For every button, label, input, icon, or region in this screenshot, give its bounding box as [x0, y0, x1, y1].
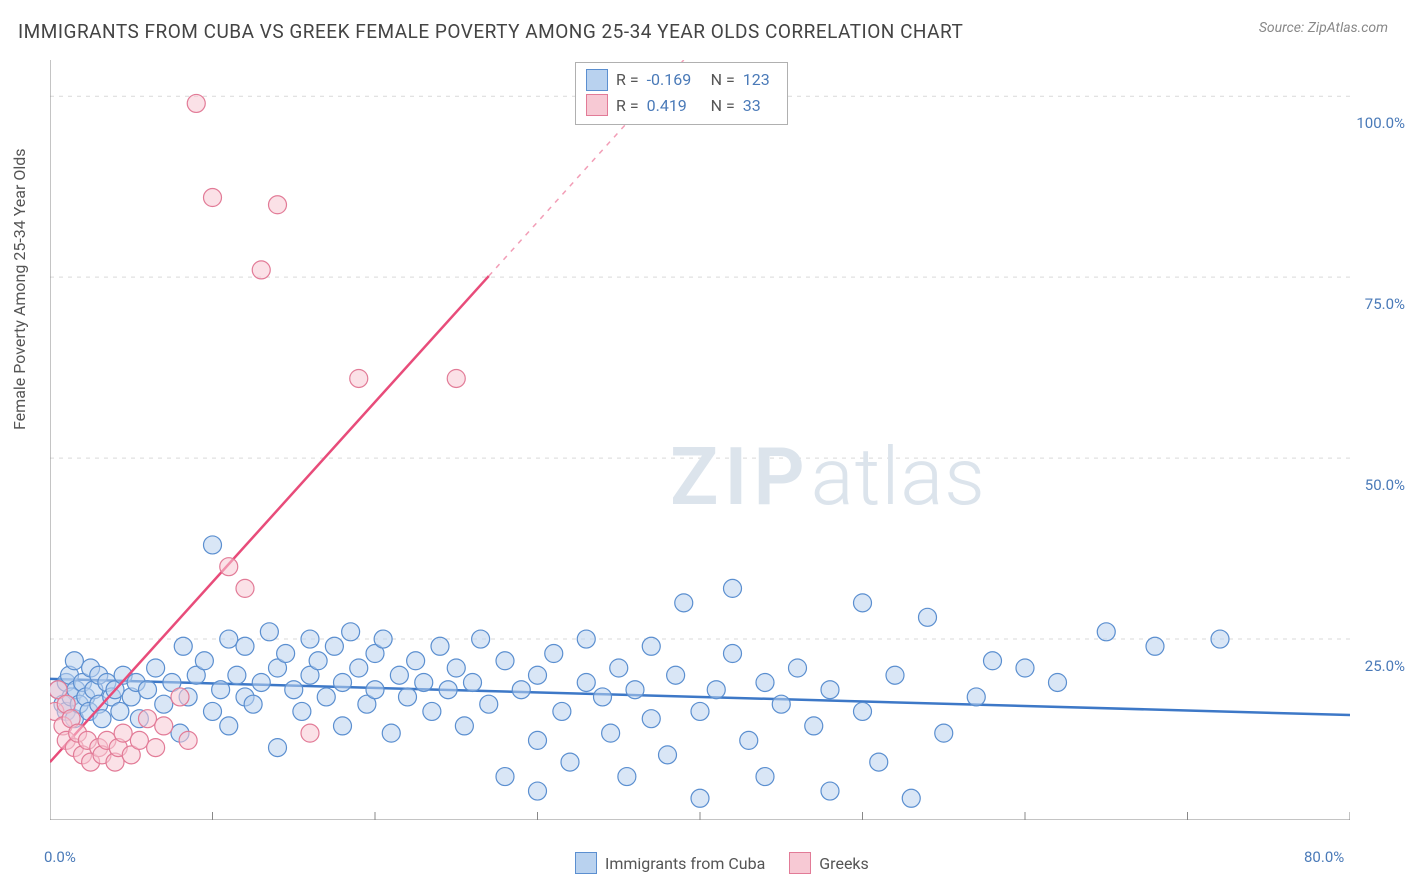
chart-title: IMMIGRANTS FROM CUBA VS GREEK FEMALE POV… [18, 20, 963, 43]
r-label: R = [616, 93, 639, 119]
n-value: 33 [743, 93, 777, 119]
legend-swatch [575, 852, 597, 874]
legend-label: Greeks [819, 854, 869, 873]
legend-item: Immigrants from Cuba [575, 852, 765, 874]
r-value: -0.169 [647, 67, 699, 93]
scatter-plot [50, 60, 1350, 820]
y-tick-label: 100.0% [1345, 114, 1405, 132]
r-label: R = [616, 67, 639, 93]
legend-swatch [789, 852, 811, 874]
source-attribution: Source: ZipAtlas.com [1259, 20, 1388, 36]
stats-row: R = -0.169 N = 123 [586, 67, 777, 93]
r-value: 0.419 [647, 93, 699, 119]
y-tick-label: 50.0% [1345, 476, 1405, 494]
legend-item: Greeks [789, 852, 869, 874]
chart-area: ZIPatlas R =-0.169 N =123R =0.419 N =33 … [50, 60, 1350, 820]
x-tick-label-right: 80.0% [1304, 848, 1344, 866]
n-value: 123 [743, 67, 777, 93]
series-swatch [586, 94, 608, 116]
legend-label: Immigrants from Cuba [605, 854, 765, 873]
series-swatch [586, 69, 608, 91]
stats-row: R = 0.419 N = 33 [586, 93, 777, 119]
n-label: N = [707, 93, 735, 119]
y-tick-label: 25.0% [1345, 657, 1405, 675]
y-tick-label: 75.0% [1345, 295, 1405, 313]
series-legend: Immigrants from Cuba Greeks [575, 852, 869, 874]
n-label: N = [707, 67, 735, 93]
correlation-stats-box: R = -0.169 N = 123 R = 0.419 N = 33 [575, 62, 788, 125]
x-tick-label-left: 0.0% [44, 848, 76, 866]
y-axis-label: Female Poverty Among 25-34 Year Olds [10, 148, 29, 430]
